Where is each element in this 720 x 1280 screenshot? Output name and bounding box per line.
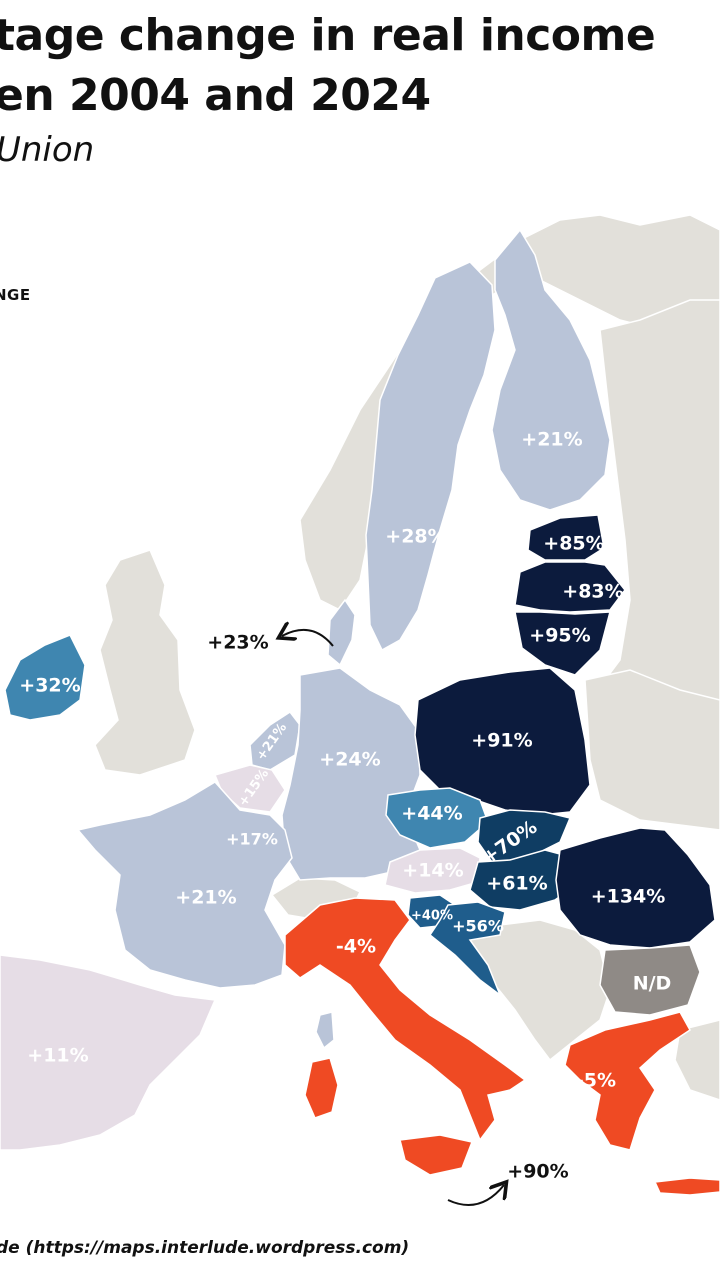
label-spain: +11% [27,1045,88,1067]
denmark-callout-arrow [282,630,334,647]
czechia-region [385,787,489,849]
map-title-line-1: tage change in real income [0,10,656,61]
label-estonia: +85% [543,533,604,555]
label-ireland: +32% [19,675,80,697]
crete-region [653,1177,720,1196]
label-romania: +134% [591,886,666,908]
label-bulgaria: N/D [633,973,672,995]
malta-callout-arrow [447,1185,504,1206]
label-slovenia: +40% [411,909,453,924]
belarus-ukraine-land [584,669,720,831]
label-luxembourg: +17% [226,830,278,849]
source-credit: de (https://maps.interlude.wordpress.com… [0,1238,410,1258]
label-poland: +91% [471,730,532,752]
label-germany: +24% [319,749,380,771]
germany-region [281,667,421,881]
label-malta: +90% [507,1161,568,1183]
label-italy: -4% [336,936,376,958]
ireland-region [4,634,86,721]
label-sweden: +28% [385,526,446,548]
label-greece: -5% [576,1070,616,1092]
poland-region [414,667,591,816]
bulgaria-region [599,944,701,1016]
label-denmark: +23% [207,632,268,654]
label-france: +21% [175,887,236,909]
estonia-region [527,514,605,561]
label-czechia: +44% [401,803,462,825]
france-region [76,781,293,989]
turkey-land [674,1019,720,1101]
legend-title: NGE [0,286,31,304]
map-title-line-2: en 2004 and 2024 [0,70,431,121]
croatia-region [428,901,506,998]
slovakia-region [477,809,572,863]
map-subtitle: Union [0,130,95,170]
label-finland: +21% [521,429,582,451]
label-latvia: +83% [562,581,623,603]
finland-region [491,228,611,511]
lithuania-region [514,611,611,676]
label-hungary: +61% [486,873,547,895]
spain-region [0,954,217,1151]
label-lithuania: +95% [529,625,590,647]
sicily-region [399,1134,474,1176]
label-croatia: +56% [452,917,504,936]
romania-region [555,827,716,949]
denmark-region [327,598,356,667]
corsica-region [315,1011,335,1050]
greece-region [564,1011,691,1151]
uk-land [94,549,196,776]
label-austria: +14% [402,860,463,882]
latvia-region [514,561,626,613]
italy-region [284,897,527,1142]
sardinia-region [304,1057,339,1119]
sweden-region [365,261,496,652]
